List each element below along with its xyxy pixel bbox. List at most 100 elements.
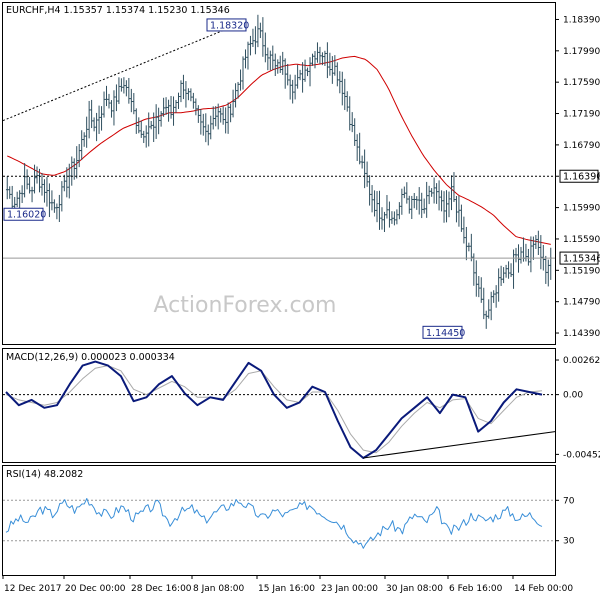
ohlc-bar	[236, 81, 240, 99]
ohlc-bar	[283, 58, 287, 89]
x-tick-label: 6 Feb 16:00	[449, 584, 503, 594]
ohlc-bar	[432, 177, 436, 204]
ohlc-bar	[154, 104, 158, 139]
ohlc-bar	[266, 47, 270, 71]
ohlc-bar	[159, 111, 163, 127]
ohlc-bar	[5, 176, 9, 200]
ohlc-bar	[343, 78, 347, 111]
ohlc-bar	[338, 71, 342, 94]
ohlc-bar	[479, 277, 483, 303]
ohlc-bar	[472, 253, 476, 286]
macd-y-tick-label: 0.00262	[563, 356, 600, 366]
ohlc-bar	[460, 204, 463, 232]
ohlc-bar	[33, 164, 36, 194]
y-tick-label: 1.16790	[563, 141, 600, 151]
ohlc-bar	[167, 99, 170, 122]
watermark: ActionForex.com	[154, 293, 337, 318]
ohlc-bar	[67, 163, 71, 199]
ohlc-bar	[450, 175, 453, 211]
ohlc-bar	[172, 96, 175, 126]
ohlc-bar	[209, 115, 213, 140]
ohlc-bar	[43, 179, 46, 203]
ohlc-bar	[360, 155, 364, 169]
ohlc-bar	[407, 195, 411, 214]
ohlc-bar	[301, 62, 304, 93]
ohlc-bar	[45, 177, 49, 207]
ohlc-bar	[383, 211, 386, 233]
ohlc-bar	[484, 310, 488, 329]
ohlc-bar	[311, 53, 314, 66]
macd-title: MACD(12,26,9) 0.000023 0.000334	[6, 352, 175, 363]
ohlc-bar	[249, 35, 252, 56]
ohlc-bar	[430, 188, 433, 197]
macd-y-tick-label: 0.00	[563, 391, 583, 401]
y-tick-label: 1.14390	[563, 329, 600, 339]
ohlc-bar	[192, 92, 195, 109]
ohlc-bar	[455, 195, 458, 223]
ohlc-bar	[494, 285, 498, 308]
ohlc-bar	[256, 14, 260, 48]
x-tick-label: 30 Jan 08:00	[386, 584, 443, 594]
ohlc-bar	[15, 191, 19, 208]
ohlc-bar	[211, 106, 215, 130]
x-tick-label: 23 Jan 00:00	[321, 584, 378, 594]
ohlc-bar	[189, 88, 193, 102]
ohlc-bar	[130, 88, 133, 113]
ohlc-bar	[281, 51, 285, 75]
ohlc-bar	[512, 249, 515, 289]
ohlc-bar	[470, 233, 473, 262]
ohlc-bar	[370, 185, 374, 213]
ohlc-bar	[298, 69, 302, 81]
ohlc-bar	[264, 32, 267, 63]
macd-y-tick-label: -0.004526	[563, 450, 600, 460]
ohlc-bar	[400, 188, 404, 215]
ohlc-bar	[122, 77, 126, 94]
ohlc-bar	[110, 100, 113, 118]
ohlc-bar	[296, 64, 299, 89]
ohlc-bar	[187, 88, 190, 101]
ohlc-bar	[457, 195, 461, 227]
ohlc-bar	[452, 172, 456, 202]
ohlc-bar	[40, 172, 44, 196]
ohlc-bar	[102, 91, 106, 118]
ohlc-bar	[85, 116, 88, 148]
ohlc-bar	[261, 17, 265, 57]
ohlc-bar	[152, 112, 155, 143]
ohlc-bar	[410, 195, 414, 220]
ohlc-bar	[534, 234, 538, 249]
ohlc-bar	[206, 124, 210, 146]
ohlc-bar	[241, 56, 245, 90]
ohlc-bar	[447, 191, 451, 218]
ohlc-bar	[239, 69, 242, 91]
level-price-tag-box	[559, 169, 599, 183]
ohlc-bar	[489, 291, 493, 321]
ohlc-bar	[462, 216, 466, 244]
ohlc-bar	[340, 71, 344, 106]
ohlc-bar	[373, 190, 376, 217]
ohlc-bar	[174, 100, 178, 113]
ohlc-bar	[487, 299, 491, 319]
ohlc-bar	[355, 134, 359, 161]
ohlc-bar	[63, 174, 66, 192]
ohlc-bar	[544, 255, 548, 284]
ohlc-bar	[276, 59, 280, 74]
ohlc-bar	[405, 182, 409, 204]
ohlc-bar	[442, 191, 446, 223]
ohlc-bar	[368, 175, 371, 206]
macd-panel	[2, 348, 556, 463]
ohlc-bar	[216, 103, 220, 130]
macd-trend-line	[363, 431, 556, 459]
ohlc-bar	[87, 100, 91, 139]
ohlc-bar	[53, 199, 56, 213]
ohlc-bar	[137, 117, 141, 134]
ohlc-bar	[246, 41, 250, 70]
ohlc-bar	[18, 190, 21, 210]
ohlc-bar	[514, 247, 518, 263]
ohlc-bar	[8, 186, 12, 199]
ohlc-bar	[333, 55, 337, 76]
x-tick-label: 15 Jan 16:00	[258, 584, 315, 594]
ohlc-bar	[162, 97, 165, 117]
x-tick-label: 14 Feb 00:00	[514, 584, 573, 594]
ohlc-bar	[532, 236, 535, 260]
